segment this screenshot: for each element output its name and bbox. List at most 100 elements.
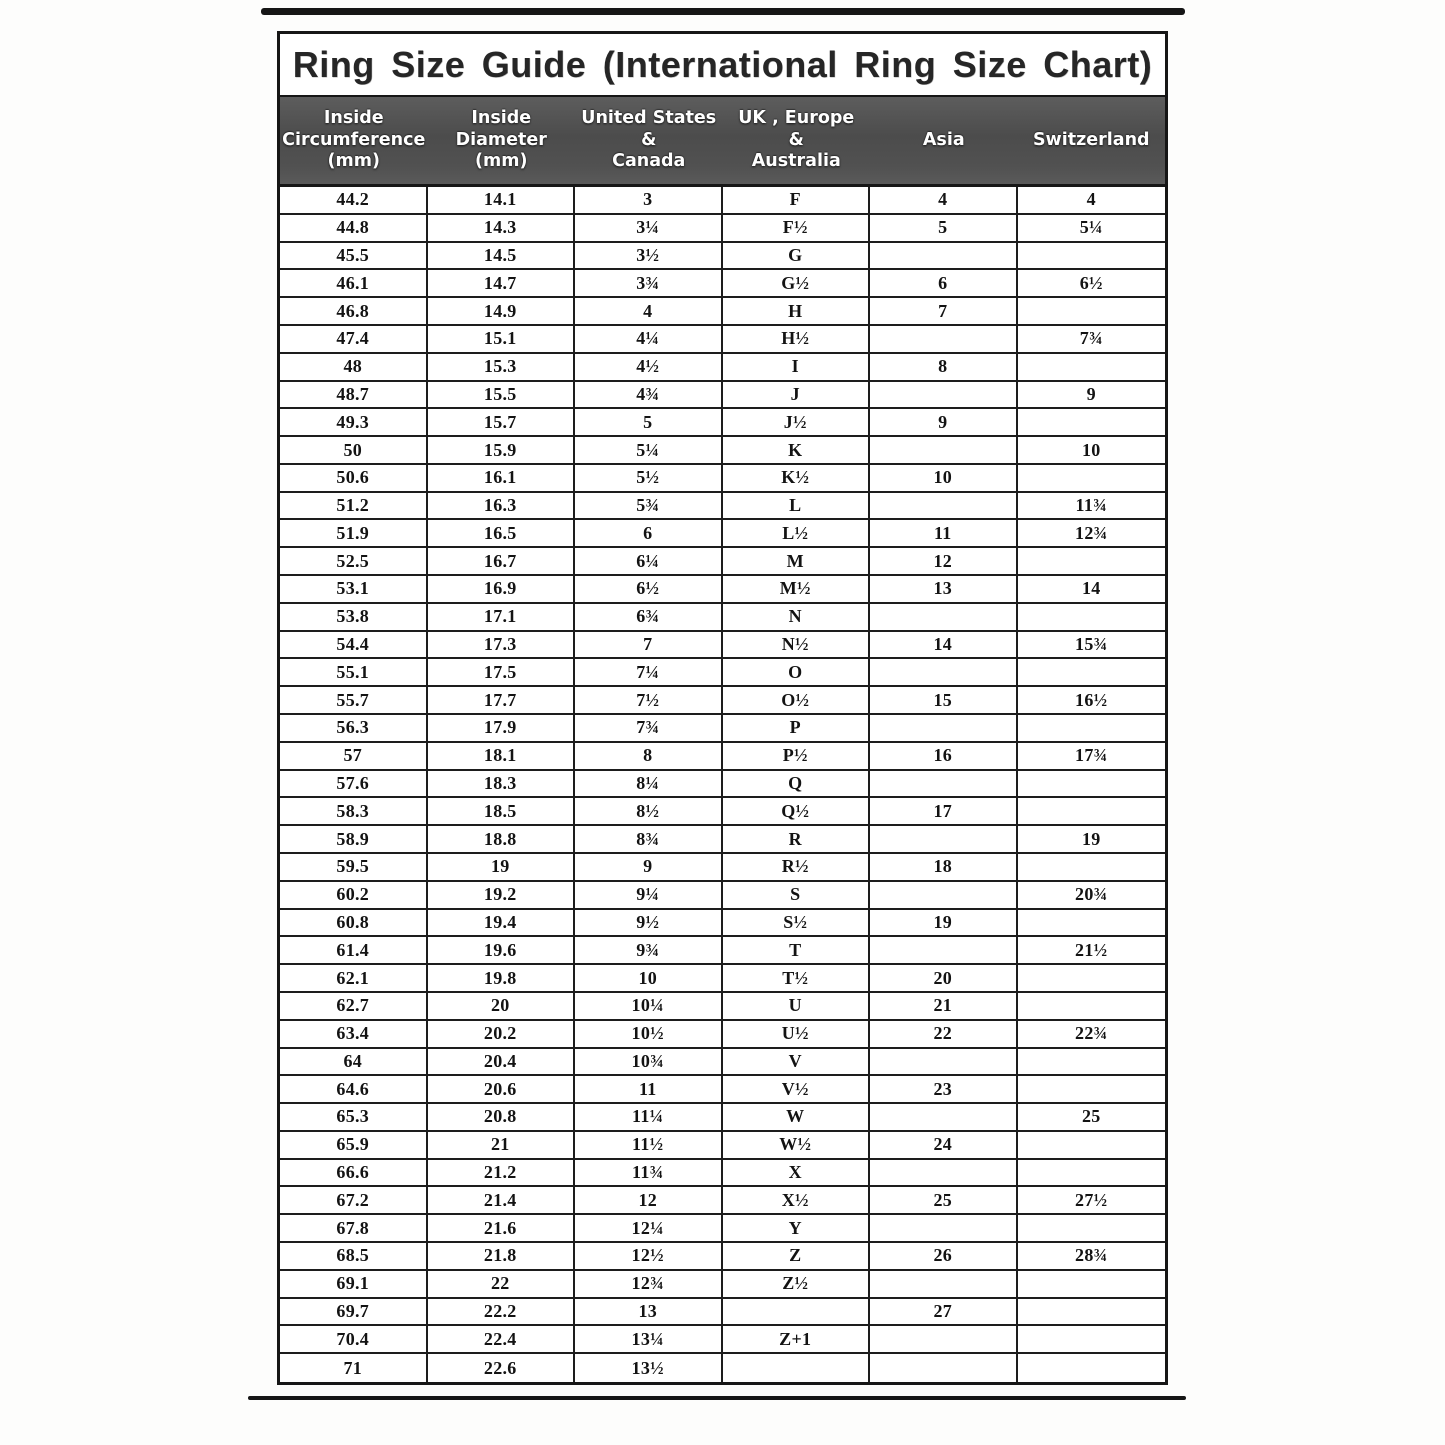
column-header-switzerland: Switzerland (1018, 97, 1166, 184)
table-cell-inside-diameter: 18.5 (427, 798, 575, 827)
table-cell-asia: 13 (870, 576, 1018, 604)
table-cell-inside-diameter: 20.4 (427, 1048, 575, 1077)
table-cell-us-canada: 3 (575, 187, 723, 215)
table-cell-asia (870, 937, 1018, 966)
table-cell-us-canada: 7¾ (575, 715, 723, 743)
table-cell-uk-europe-australia: O½ (722, 687, 870, 716)
table-cell-uk-europe-australia: Q (722, 770, 870, 799)
table-cell-us-canada: 9 (575, 853, 723, 882)
table-cell-asia: 23 (870, 1076, 1018, 1105)
table-cell-switzerland: 17¾ (1017, 743, 1165, 771)
table-cell-asia: 5 (870, 214, 1018, 243)
table-cell-us-canada: 10 (575, 965, 723, 993)
table-cell-inside-diameter: 21.8 (427, 1243, 575, 1271)
table-cell-uk-europe-australia: Z+1 (722, 1326, 870, 1355)
table-cell-switzerland (1017, 1271, 1165, 1299)
table-cell-uk-europe-australia: J (722, 381, 870, 410)
table-cell-inside-circumference: 58.9 (280, 826, 428, 854)
table-cell-inside-diameter: 18.8 (427, 826, 575, 854)
table-cell-uk-europe-australia: Y (722, 1215, 870, 1244)
table-cell-asia: 11 (870, 520, 1018, 549)
table-cell-switzerland: 5¼ (1017, 215, 1165, 243)
table-cell-inside-diameter: 17.3 (427, 631, 575, 660)
table-cell-uk-europe-australia: Q½ (722, 798, 870, 827)
table-cell-inside-diameter: 14.5 (427, 242, 575, 271)
table-cell-uk-europe-australia: S½ (722, 909, 870, 938)
table-cell-uk-europe-australia: F (722, 187, 870, 215)
table-cell-inside-diameter: 20.6 (427, 1076, 575, 1105)
table-cell-inside-circumference: 48.7 (280, 381, 428, 410)
table-cell-switzerland: 11¾ (1017, 493, 1165, 521)
table-cell-uk-europe-australia: K½ (722, 464, 870, 493)
table-cell-uk-europe-australia: H (722, 298, 870, 326)
bottom-rule (248, 1396, 1186, 1400)
table-cell-asia (870, 1104, 1018, 1132)
table-cell-uk-europe-australia: I (722, 353, 870, 382)
table-cell-us-canada: 7½ (575, 687, 723, 716)
table-cell-us-canada: 5½ (575, 464, 723, 493)
column-header-line: (mm) (475, 151, 528, 172)
table-cell-uk-europe-australia: T (722, 937, 870, 966)
table-cell-us-canada: 7¼ (575, 659, 723, 688)
table-cell-us-canada: 8¼ (575, 770, 723, 799)
table-cell-inside-circumference: 62.1 (280, 965, 428, 993)
table-cell-inside-diameter: 22.2 (427, 1298, 575, 1327)
table-cell-switzerland (1017, 604, 1165, 632)
page-title: Ring Size Guide (International Ring Size… (280, 34, 1165, 97)
table-cell-inside-circumference: 47.4 (280, 325, 428, 354)
table-cell-uk-europe-australia: V (722, 1048, 870, 1077)
table-cell-inside-diameter: 21.6 (427, 1215, 575, 1244)
table-cell-inside-diameter: 16.3 (427, 492, 575, 521)
table-cell-switzerland: 4 (1017, 187, 1165, 215)
table-cell-inside-diameter: 19.2 (427, 881, 575, 910)
table-cell-us-canada: 4¼ (575, 325, 723, 354)
table-cell-inside-diameter: 15.3 (427, 353, 575, 382)
table-cell-switzerland: 21½ (1017, 937, 1165, 966)
table-cell-switzerland (1017, 965, 1165, 993)
table-cell-switzerland (1017, 854, 1165, 882)
table-cell-us-canada: 6¼ (575, 548, 723, 577)
table-cell-uk-europe-australia: M (722, 548, 870, 577)
table-cell-switzerland: 20¾ (1017, 882, 1165, 910)
table-cell-uk-europe-australia: T½ (722, 965, 870, 993)
table-cell-asia: 15 (870, 687, 1018, 716)
table-cell-inside-diameter: 16.5 (427, 520, 575, 549)
column-header-line: Circumference (282, 129, 426, 150)
column-header-inside-circumference: Inside Circumference (mm) (280, 97, 428, 184)
table-cell-inside-diameter: 20.2 (427, 1020, 575, 1049)
table-cell-inside-circumference: 57 (280, 742, 428, 771)
table-cell-inside-circumference: 58.3 (280, 798, 428, 827)
table-cell-inside-diameter: 17.5 (427, 659, 575, 688)
table-cell-us-canada: 4½ (575, 353, 723, 382)
table-cell-switzerland (1017, 1299, 1165, 1327)
ring-size-table: Ring Size Guide (International Ring Size… (277, 31, 1168, 1385)
table-cell-inside-circumference: 44.8 (280, 214, 428, 243)
table-cell-uk-europe-australia: S (722, 881, 870, 910)
table-cell-us-canada: 7 (575, 631, 723, 660)
table-cell-uk-europe-australia: N½ (722, 631, 870, 660)
table-cell-inside-circumference: 67.2 (280, 1187, 428, 1216)
column-header-asia: Asia (870, 97, 1018, 184)
table-cell-switzerland (1017, 771, 1165, 799)
table-cell-us-canada: 8¾ (575, 826, 723, 854)
table-cell-us-canada: 3¼ (575, 214, 723, 243)
table-cell-inside-circumference: 45.5 (280, 242, 428, 271)
table-cell-inside-circumference: 63.4 (280, 1020, 428, 1049)
table-cell-switzerland: 25 (1017, 1104, 1165, 1132)
table-cell-inside-circumference: 70.4 (280, 1326, 428, 1355)
table-cell-us-canada: 13½ (575, 1354, 723, 1382)
column-header-inside-diameter: Inside Diameter (mm) (428, 97, 576, 184)
table-cell-asia (870, 381, 1018, 410)
table-cell-inside-diameter: 15.7 (427, 409, 575, 438)
table-cell-us-canada: 13¼ (575, 1326, 723, 1355)
table-cell-us-canada: 12 (575, 1187, 723, 1216)
table-cell-inside-circumference: 61.4 (280, 937, 428, 966)
table-cell-us-canada: 12½ (575, 1243, 723, 1271)
table-cell-inside-diameter: 21.4 (427, 1187, 575, 1216)
table-cell-us-canada: 12¼ (575, 1215, 723, 1244)
table-cell-switzerland (1017, 465, 1165, 493)
table-cell-switzerland (1017, 548, 1165, 577)
table-cell-switzerland (1017, 1160, 1165, 1188)
table-cell-us-canada: 8½ (575, 798, 723, 827)
